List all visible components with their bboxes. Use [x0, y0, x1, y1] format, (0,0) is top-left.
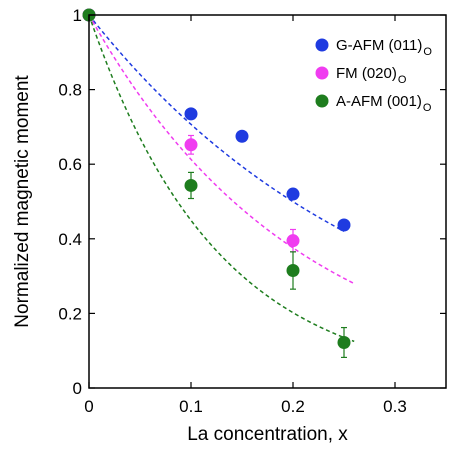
fit-curves [88, 14, 355, 343]
x-axis-ticks: 0 0.1 0.2 0.3 [84, 15, 407, 416]
x-tick-label: 0.2 [281, 397, 305, 416]
x-axis-label: La concentration, x [187, 424, 348, 445]
fit-curve [88, 14, 345, 233]
fit-curve [88, 14, 355, 285]
y-tick-label: 0.4 [58, 230, 82, 249]
data-point [235, 129, 249, 143]
data-points [82, 8, 351, 349]
y-tick-label: 0 [73, 379, 82, 398]
legend-entry: FM (020) [336, 65, 397, 82]
error-bars [188, 108, 347, 359]
y-axis-label: Normalized magnetic moment [12, 75, 33, 328]
legend: G-AFM (011) OFM (020) OA-AFM (001) O [315, 37, 432, 114]
legend-marker [315, 66, 329, 80]
data-point [337, 335, 351, 349]
legend-subscript: O [423, 46, 432, 58]
legend-marker [315, 38, 329, 52]
y-tick-label: 1 [73, 6, 82, 25]
data-point [286, 234, 300, 248]
data-point [184, 178, 198, 192]
x-tick-label: 0.3 [383, 397, 407, 416]
data-point [184, 107, 198, 121]
legend-marker [315, 94, 329, 108]
data-point [286, 187, 300, 201]
plot-frame [88, 14, 447, 389]
legend-subscript: O [398, 74, 407, 86]
y-tick-label: 0.6 [58, 155, 82, 174]
y-tick-label: 0.8 [58, 81, 82, 100]
data-point [286, 264, 300, 278]
data-point [337, 218, 351, 232]
fit-curve [88, 14, 355, 343]
x-tick-label: 0.1 [179, 397, 203, 416]
y-axis-ticks: 0 0.2 0.4 0.6 0.8 1 [58, 6, 446, 398]
y-tick-label: 0.2 [58, 304, 82, 323]
data-point [184, 138, 198, 152]
legend-entry: G-AFM (011) [336, 37, 422, 54]
x-tick-label: 0 [84, 397, 93, 416]
legend-subscript: O [423, 102, 432, 114]
legend-entry: A-AFM (001) [336, 93, 422, 110]
